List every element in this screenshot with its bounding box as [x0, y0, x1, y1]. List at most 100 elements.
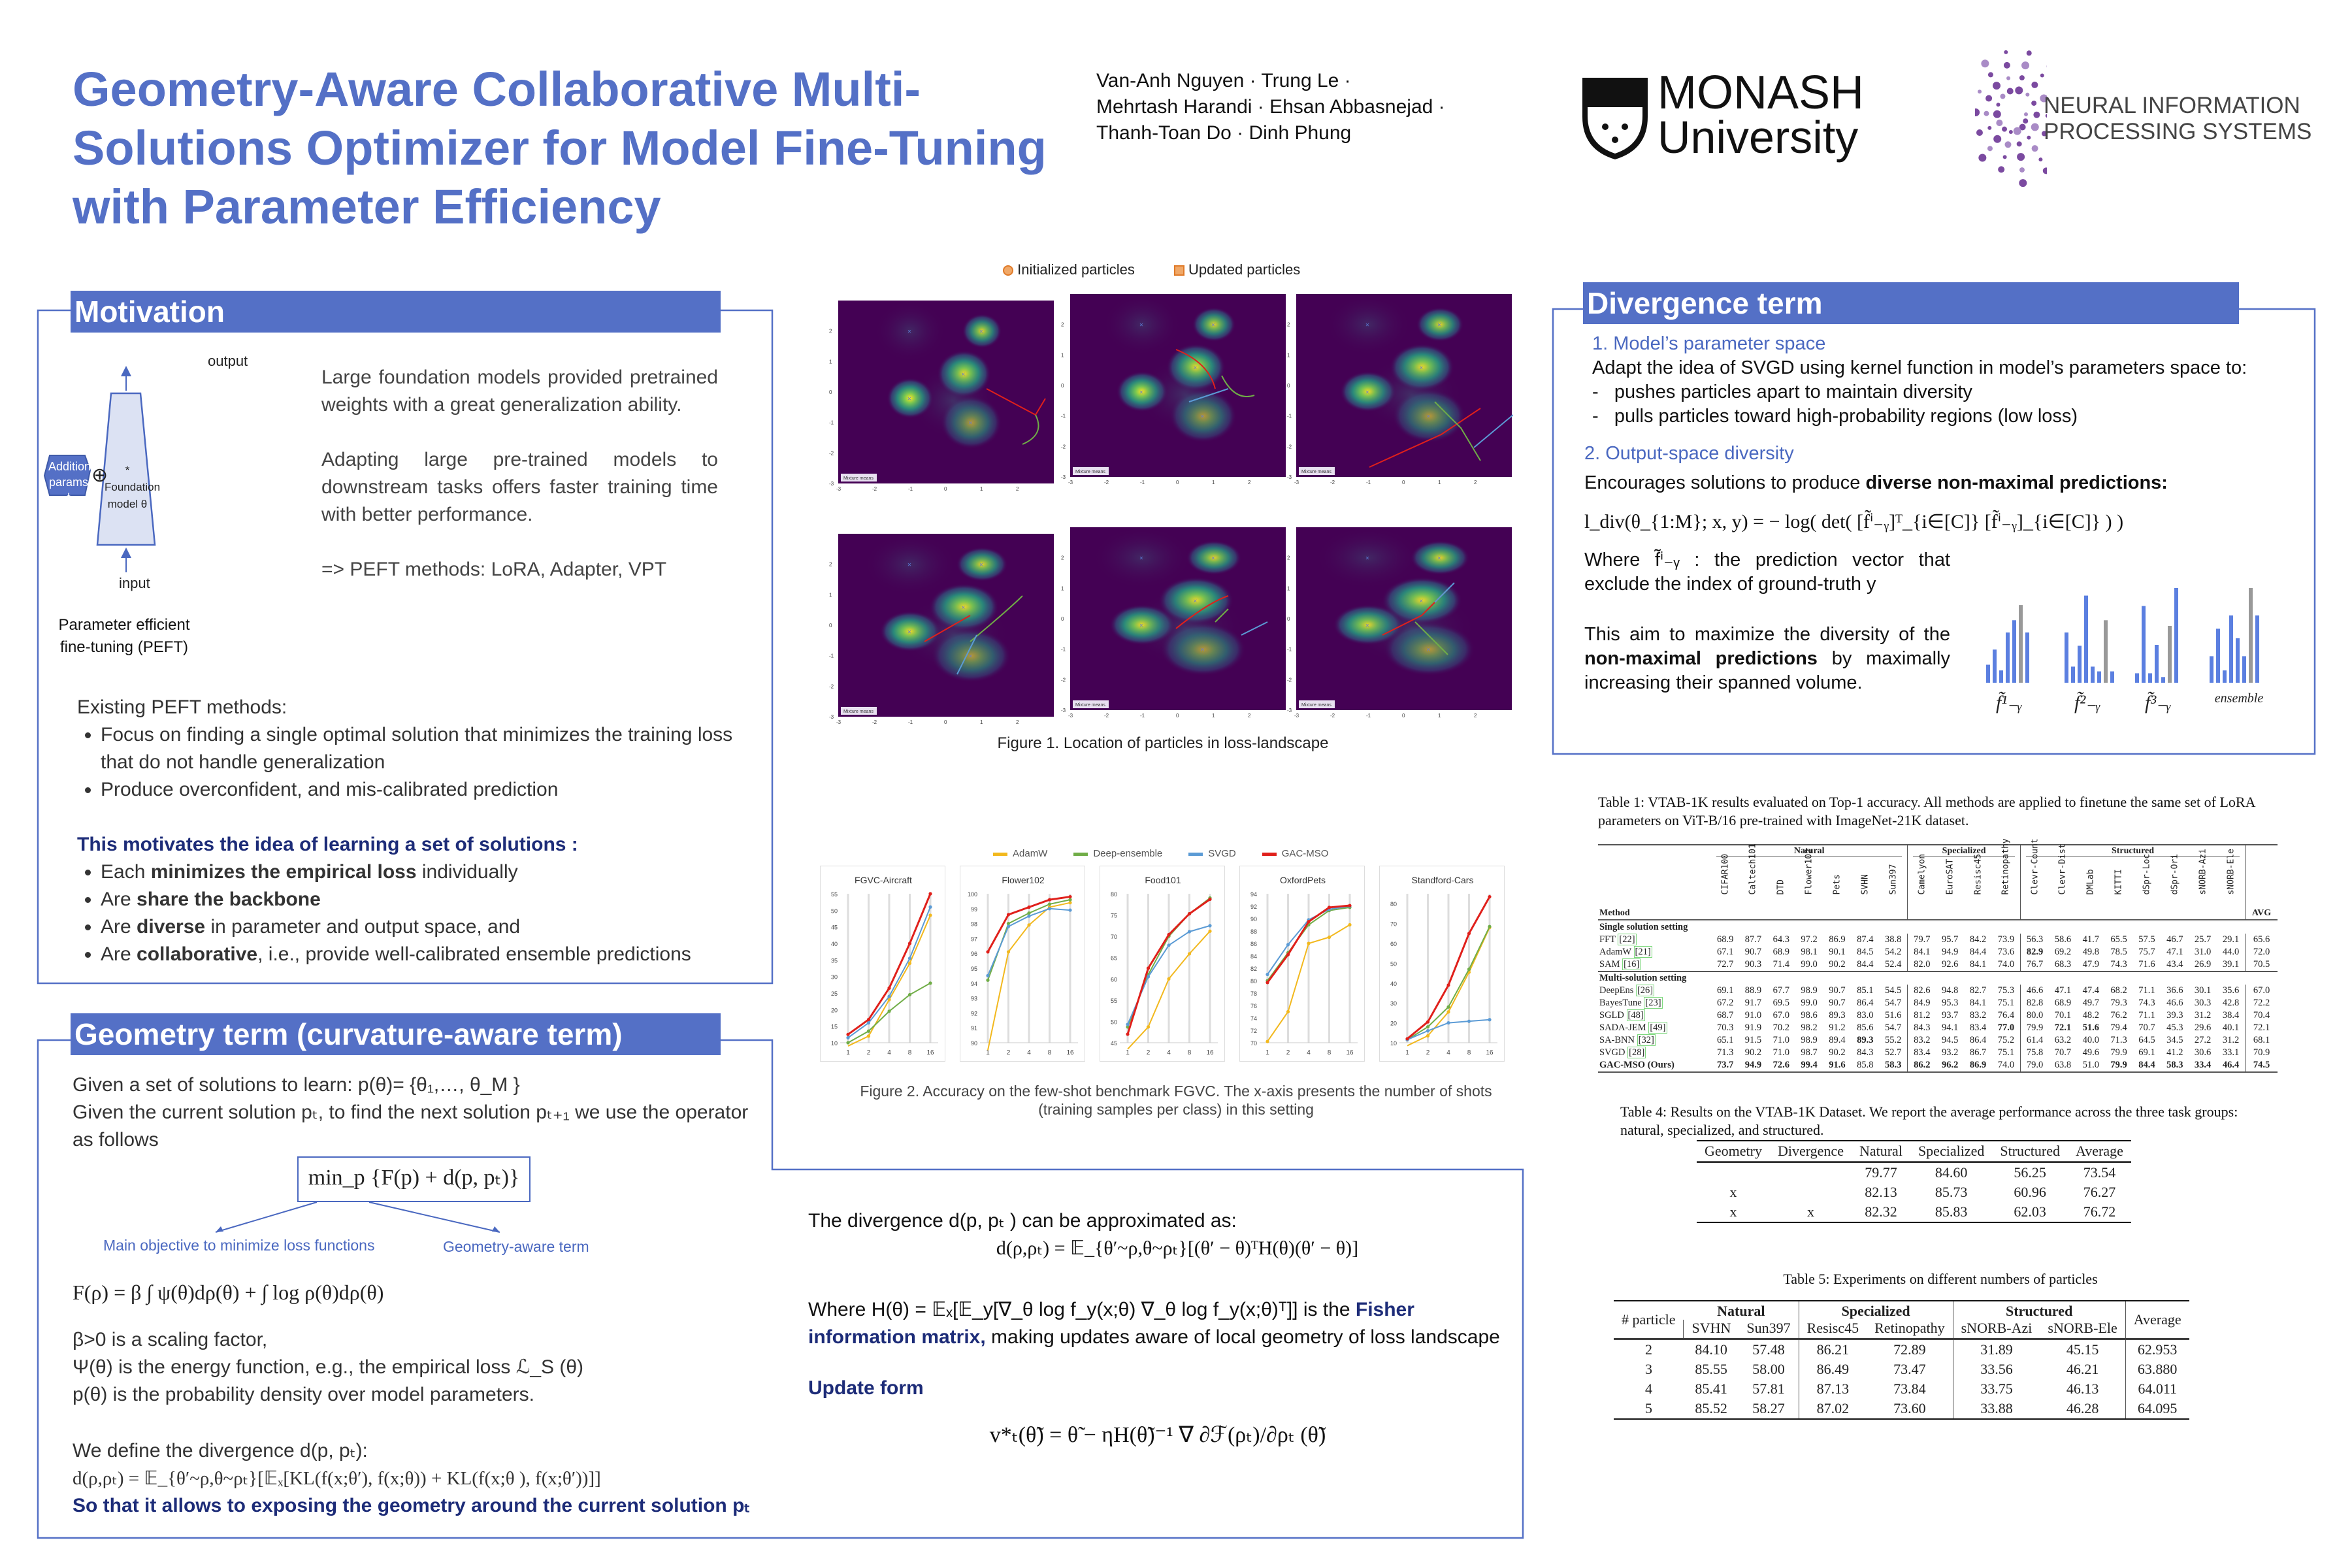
column-header: Retinopathy: [2001, 838, 2011, 894]
svg-text:Mixture means: Mixture means: [1301, 470, 1331, 474]
svg-text:-3: -3: [1068, 713, 1073, 719]
approximation: The divergence d(p, pₜ ) can be approxim…: [808, 1207, 1507, 1449]
svg-text:2: 2: [829, 329, 832, 335]
svg-text:×: ×: [1139, 555, 1143, 563]
bar: [2025, 632, 2029, 683]
bar-group: [2135, 588, 2178, 683]
svg-text:0: 0: [1287, 616, 1290, 622]
y-tick-label: 76: [1250, 1003, 1257, 1009]
y-tick-label: 99: [971, 906, 977, 913]
data-point: [1047, 907, 1052, 911]
svg-text:-2: -2: [1330, 480, 1335, 485]
svg-text:-2: -2: [1287, 444, 1292, 449]
svg-text:×: ×: [979, 562, 983, 569]
svg-text:×: ×: [969, 420, 973, 427]
x-tick-label: 8: [1188, 1049, 1192, 1056]
x-tick-label: 16: [1346, 1049, 1354, 1056]
updated-particle-icon: [1173, 265, 1184, 276]
geometry-intro: Given a set of solutions to learn: p(θ)=…: [73, 1074, 749, 1151]
data-point: [1266, 972, 1269, 977]
svg-text:-3: -3: [1061, 708, 1066, 713]
bar: [2223, 670, 2227, 683]
y-tick-label: 60: [1111, 976, 1117, 983]
svg-text:×: ×: [1365, 389, 1369, 396]
data-point: [1027, 914, 1031, 918]
motivation-intro: Large foundation models provided pretrai…: [321, 367, 718, 580]
svg-text:×: ×: [1139, 389, 1143, 396]
x-tick-label: 2: [1286, 1049, 1290, 1056]
objective-arrows: [215, 1201, 500, 1233]
svg-text:1: 1: [829, 592, 832, 598]
y-tick-label: 82: [1250, 966, 1257, 972]
data-point: [1467, 967, 1471, 972]
y-tick-label: 72: [1250, 1028, 1257, 1034]
svg-text:-2: -2: [1330, 713, 1335, 719]
legend-swatch: [1073, 852, 1088, 856]
x-tick-label: 2: [1147, 1049, 1151, 1056]
y-tick-label: 92: [971, 1010, 977, 1017]
chart-title: OxfordPets: [1280, 875, 1326, 885]
data-point: [866, 1017, 871, 1022]
y-tick-label: 78: [1250, 990, 1257, 997]
y-tick-label: 10: [831, 1040, 838, 1047]
table-row: 4 85.41 57.81 87.13 73.84 33.75 46.13 64.011: [1614, 1379, 2189, 1399]
y-tick-label: 70: [1250, 1040, 1257, 1047]
svg-text:-1: -1: [908, 719, 913, 725]
chart-title: FGVC-Aircraft: [855, 875, 912, 885]
svg-text:×: ×: [1365, 555, 1369, 563]
data-point: [1307, 920, 1311, 924]
x-tick-label: 16: [1066, 1049, 1074, 1056]
x-tick-label: 2: [1007, 1049, 1011, 1056]
svg-text:Mixture means: Mixture means: [1075, 703, 1105, 708]
svg-text:×: ×: [969, 653, 973, 661]
divergence-def: We define the divergence d(p, pₜ): d(ρ,ρ…: [73, 1440, 751, 1516]
y-tick-label: 92: [1250, 904, 1257, 910]
y-tick-label: 20: [1390, 1021, 1397, 1027]
data-point: [1307, 941, 1311, 945]
data-point: [1187, 930, 1192, 934]
svg-text:0: 0: [1287, 383, 1290, 389]
bar: [2110, 671, 2114, 683]
svg-text:-3: -3: [1287, 708, 1292, 713]
y-tick-label: 20: [831, 1007, 838, 1013]
svg-text:-2: -2: [1061, 677, 1066, 683]
accuracy-chart: FGVC-Aircraft 10 15 20 25 30 35 40 45 50 55 1 2 4 8 16: [820, 866, 945, 1062]
data-point: [1488, 924, 1492, 928]
neurips-text: NEURAL INFORMATION PROCESSING SYSTEMS: [2044, 93, 2312, 144]
legend-swatch: [1262, 852, 1277, 856]
data-point: [1006, 913, 1011, 917]
svg-text:×: ×: [979, 329, 983, 336]
prediction-bars: f̃¹₋ᵧ f̃²₋ᵧ f̃³₋ᵧ ensemble: [1986, 581, 2263, 725]
table-row: x 82.13 85.73 60.96 76.27: [1729, 1184, 2116, 1200]
data-point: [1167, 943, 1171, 947]
svg-text:0: 0: [1061, 383, 1064, 389]
column-header: EuroSAT: [1945, 858, 1955, 894]
legend-swatch: [1188, 852, 1203, 856]
data-point: [1027, 923, 1031, 927]
y-tick-label: 50: [1390, 960, 1397, 967]
y-tick-label: 55: [831, 891, 838, 898]
y-tick-label: 90: [1250, 916, 1257, 923]
svg-text:2: 2: [829, 562, 832, 568]
svg-text:2: 2: [1016, 486, 1019, 492]
y-tick-label: 15: [831, 1024, 838, 1030]
bar: [2012, 620, 2016, 683]
data-point: [887, 994, 891, 998]
column-header: dSpr-Loc: [2142, 853, 2152, 894]
svg-text:×: ×: [1437, 322, 1441, 329]
svg-text:2: 2: [1474, 480, 1477, 485]
data-point: [1426, 1025, 1430, 1029]
table-row: GAC-MSO (Ours) 73.7 94.9 72.6 99.4 91.6 85.8 58…: [1598, 1058, 2278, 1072]
y-tick-label: 93: [971, 996, 977, 1002]
svg-text:-3: -3: [829, 714, 834, 720]
svg-text:×: ×: [907, 629, 911, 636]
x-tick-label: 16: [1486, 1049, 1494, 1056]
column-header: sNORB-Ele: [2226, 848, 2236, 894]
table-row: AdamW [21] 67.1 90.7 68.9 98.1 90.1 84.5 54.2 84…: [1598, 945, 2278, 958]
y-tick-label: 60: [1390, 941, 1397, 947]
svg-text:2: 2: [1061, 322, 1064, 328]
svg-text:×: ×: [1201, 414, 1205, 421]
